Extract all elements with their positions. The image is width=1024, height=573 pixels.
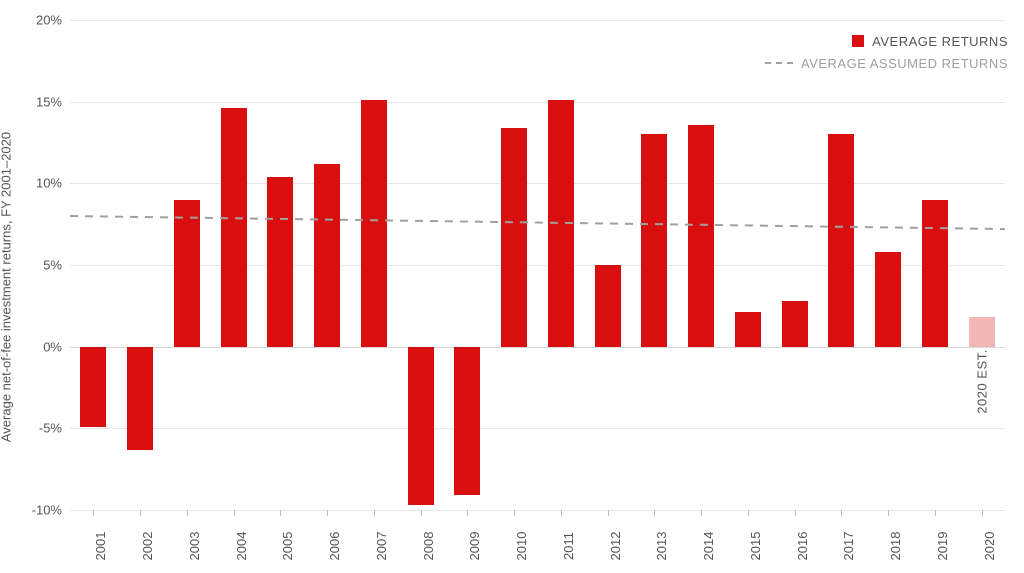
y-tick-label: -5% (39, 421, 62, 436)
x-tick-mark (140, 510, 141, 516)
bar (174, 200, 200, 347)
x-tick-label: 2003 (187, 532, 202, 561)
x-tick-label: 2017 (841, 532, 856, 561)
y-tick-label: 5% (43, 258, 62, 273)
y-tick-label: -10% (32, 503, 62, 518)
x-tick-mark (327, 510, 328, 516)
x-tick-mark (421, 510, 422, 516)
x-tick-mark (561, 510, 562, 516)
y-axis-label: Average net-of-fee investment returns, F… (0, 131, 14, 441)
gridline (70, 183, 1005, 184)
x-tick-label: 2012 (608, 532, 623, 561)
x-tick-mark (608, 510, 609, 516)
est-label: 2020 EST. (974, 350, 989, 415)
gridline (70, 102, 1005, 103)
x-tick-label: 2007 (374, 532, 389, 561)
gridline (70, 510, 1005, 511)
legend-label-returns: AVERAGE RETURNS (872, 34, 1008, 49)
bar (782, 301, 808, 347)
x-tick-label: 2020 (982, 532, 997, 561)
bar (127, 347, 153, 450)
y-tick-label: 0% (43, 339, 62, 354)
x-tick-mark (280, 510, 281, 516)
x-tick-label: 2005 (280, 532, 295, 561)
plot-area: -10%-5%0%5%10%15%20%20012002200320042005… (70, 20, 1005, 510)
bar (969, 317, 995, 346)
x-tick-mark (234, 510, 235, 516)
x-tick-mark (187, 510, 188, 516)
bar (80, 347, 106, 427)
x-tick-label: 2011 (561, 532, 576, 560)
legend-item-returns: AVERAGE RETURNS (765, 30, 1008, 52)
gridline (70, 428, 1005, 429)
x-tick-mark (982, 510, 983, 516)
bar (408, 347, 434, 505)
bar (501, 128, 527, 347)
x-tick-mark (888, 510, 889, 516)
x-tick-label: 2013 (654, 532, 669, 561)
y-tick-label: 10% (36, 176, 62, 191)
legend: AVERAGE RETURNS AVERAGE ASSUMED RETURNS (765, 30, 1008, 74)
x-tick-label: 2006 (327, 532, 342, 561)
x-tick-mark (935, 510, 936, 516)
x-tick-mark (701, 510, 702, 516)
bar (221, 108, 247, 346)
baseline (70, 347, 1005, 348)
x-tick-label: 2001 (93, 532, 108, 561)
legend-item-assumed: AVERAGE ASSUMED RETURNS (765, 52, 1008, 74)
bar (361, 100, 387, 347)
x-tick-label: 2019 (935, 532, 950, 561)
bar (688, 125, 714, 347)
y-tick-label: 20% (36, 13, 62, 28)
x-tick-mark (93, 510, 94, 516)
x-tick-label: 2004 (234, 532, 249, 561)
chart-container: Average net-of-fee investment returns, F… (0, 0, 1024, 573)
x-tick-mark (654, 510, 655, 516)
gridline (70, 265, 1005, 266)
bar (454, 347, 480, 496)
gridline (70, 20, 1005, 21)
y-tick-label: 15% (36, 94, 62, 109)
x-tick-label: 2018 (888, 532, 903, 561)
x-tick-label: 2010 (514, 532, 529, 561)
x-tick-label: 2002 (140, 532, 155, 561)
bar (595, 265, 621, 347)
bar (875, 252, 901, 347)
bar (314, 164, 340, 347)
x-tick-label: 2008 (421, 532, 436, 561)
bar (548, 100, 574, 347)
x-tick-label: 2014 (701, 532, 716, 561)
bar (641, 134, 667, 346)
x-tick-mark (374, 510, 375, 516)
bar (922, 200, 948, 347)
x-tick-label: 2015 (748, 532, 763, 561)
x-tick-mark (467, 510, 468, 516)
bar (735, 312, 761, 346)
x-tick-label: 2016 (795, 532, 810, 561)
x-tick-mark (795, 510, 796, 516)
x-tick-mark (514, 510, 515, 516)
legend-label-assumed: AVERAGE ASSUMED RETURNS (801, 56, 1008, 71)
legend-swatch-bar (852, 35, 864, 47)
bar (828, 134, 854, 346)
x-tick-label: 2009 (467, 532, 482, 561)
x-tick-mark (841, 510, 842, 516)
bar (267, 177, 293, 347)
x-tick-mark (748, 510, 749, 516)
legend-swatch-dash (765, 62, 793, 64)
